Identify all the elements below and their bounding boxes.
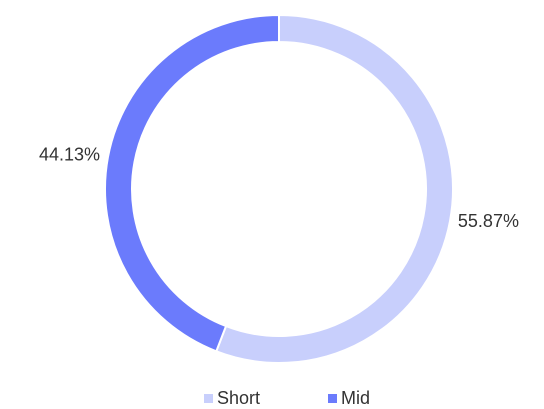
legend-swatch (204, 394, 213, 403)
value-label: 44.13% (39, 144, 100, 164)
value-label: 55.87% (458, 211, 519, 231)
slice (214, 13, 454, 364)
slice (104, 13, 280, 353)
legend-label: Short (217, 388, 260, 408)
legend-swatch (328, 394, 337, 403)
legend-label: Mid (341, 388, 370, 408)
